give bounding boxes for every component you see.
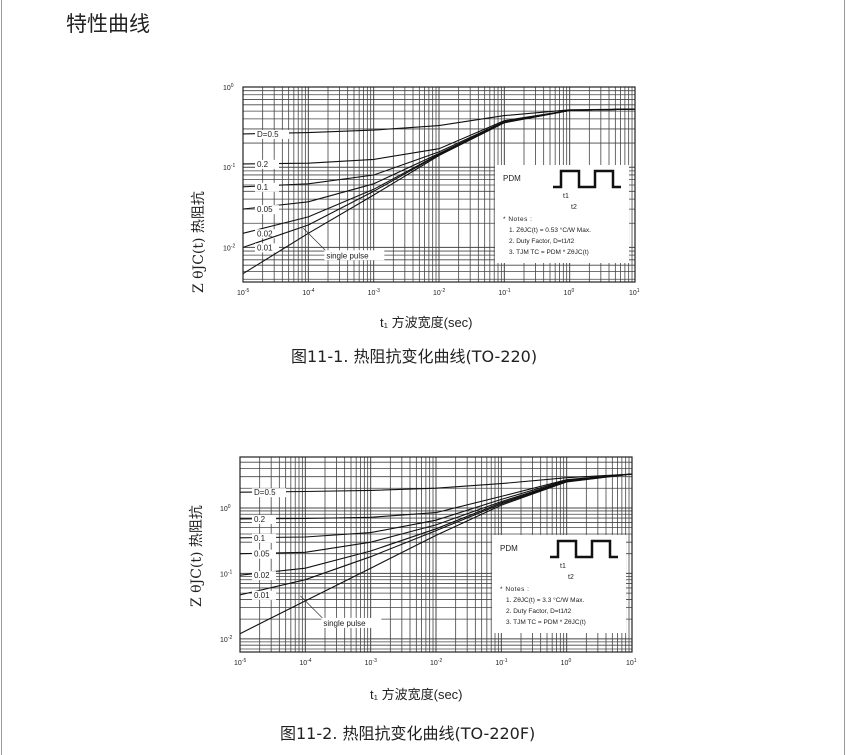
chart-to220: 10-5 10-4 10-3 10-2 10-1 100 101 100 10-1 10-2 PDM…: [180, 75, 660, 345]
x-tick-label: 101: [626, 658, 637, 667]
x-axis-label: t₁ 方波宽度(sec): [370, 687, 463, 702]
page-border-right: [844, 0, 845, 755]
x-tick-label: 100: [564, 288, 575, 297]
pulse-waveform-icon: [550, 539, 618, 559]
series-label-bg: [255, 229, 279, 239]
x-tick-label: 10-5: [237, 288, 249, 297]
x-tick-label: 101: [629, 288, 640, 297]
series-label-bg: [252, 514, 276, 524]
series-label-bg: [252, 571, 276, 581]
t2-label: t2: [568, 574, 574, 581]
series-label: 0.2: [257, 160, 269, 169]
chart-caption: 图11-1. 热阻抗变化曲线(TO-220): [291, 347, 538, 366]
notes-header: * Notes :: [503, 216, 532, 223]
series-label: 0.1: [257, 183, 269, 192]
x-tick-label: 10-4: [302, 288, 314, 297]
x-tick-label: 10-1: [495, 658, 507, 667]
series-label: 0.01: [257, 243, 273, 252]
series-label-bg: [255, 182, 279, 192]
chart-to220f: 10-5 10-4 10-3 10-2 10-1 100 101 100 10-1 10-2 PDM…: [180, 445, 660, 715]
series-line: [239, 473, 633, 539]
y-axis-label: Z θJC(t) 热阻抗: [191, 191, 207, 293]
x-tick-label: 10-3: [365, 658, 377, 667]
series-label: 0.05: [257, 205, 273, 214]
note-line-1: 1. ZθJC(t) = 3.3 °C/W Max.: [506, 596, 584, 604]
note-line-3: 3. TJM TC = PDM * ZθJC(t): [509, 249, 589, 256]
x-tick-label: 10-4: [299, 658, 311, 667]
x-tick-label: 10-3: [368, 288, 380, 297]
series-label: 0.02: [254, 571, 270, 580]
x-tick-label: 10-1: [498, 288, 510, 297]
chart-plot: 10-5 10-4 10-3 10-2 10-1 100 101 100 10-1 10-2 PDM…: [220, 456, 637, 667]
series-label-bg: [255, 159, 279, 169]
note-line-1: 1. ZθJC(t) = 0.53 °C/W Max.: [509, 226, 591, 234]
plot-frame: [242, 86, 636, 283]
notes-header: * Notes :: [500, 586, 529, 593]
page-border-left: [1, 0, 2, 755]
y-tick-label: 10-2: [220, 635, 232, 644]
series-label-bg: [255, 243, 279, 253]
note-line-2: 2. Duty Factor, D=t1/t2: [506, 608, 572, 615]
series-label: 0.05: [254, 550, 270, 559]
series-label-bg: [324, 250, 385, 261]
pdm-label: PDM: [500, 544, 518, 553]
series-label-bg: [252, 590, 276, 600]
chart-plot: 10-5 10-4 10-3 10-2 10-1 100 101 100 10-1 10-2 PDM…: [223, 83, 640, 297]
y-tick-label: 10-1: [223, 163, 235, 172]
series-line: [242, 108, 636, 135]
plot-frame: [239, 456, 633, 653]
x-tick-label: 100: [561, 658, 572, 667]
note-line-3: 3. TJM TC = PDM * ZθJC(t): [506, 619, 586, 626]
series-label-pointer: [303, 228, 329, 254]
y-tick-label: 10-1: [220, 569, 232, 578]
series-label: D=0.5: [257, 130, 279, 139]
x-tick-label: 10-5: [234, 658, 246, 667]
series-label-bg: [321, 617, 382, 628]
series-label: 0.1: [254, 534, 266, 543]
pdm-label: PDM: [503, 174, 521, 183]
x-tick-label: 10-2: [430, 658, 442, 667]
x-axis-label: t₁ 方波宽度(sec): [380, 315, 473, 330]
series-label-bg: [255, 129, 289, 139]
note-line-2: 2. Duty Factor, D=t1/t2: [509, 238, 575, 245]
chart-caption: 图11-2. 热阻抗变化曲线(TO-220F): [280, 724, 536, 743]
series-label-pointer: [300, 595, 326, 622]
t2-label: t2: [571, 204, 577, 211]
series-label-bg: [252, 549, 276, 559]
y-axis-label: Z θJC(t) 热阻抗: [189, 505, 205, 607]
series-line: [239, 473, 633, 493]
series-label-bg: [252, 488, 286, 498]
y-tick-label: 100: [223, 83, 234, 92]
series-label: 0.01: [254, 591, 270, 600]
series-label: single pulse: [326, 251, 369, 260]
y-tick-label: 100: [220, 504, 231, 513]
t1-label: t1: [563, 193, 569, 200]
series-label-bg: [252, 533, 276, 543]
x-tick-label: 10-2: [433, 288, 445, 297]
page-title: 特性曲线: [66, 12, 150, 36]
pulse-waveform-icon: [553, 169, 621, 189]
series-label-bg: [255, 205, 279, 215]
y-tick-label: 10-2: [223, 243, 235, 252]
series-label: 0.2: [254, 515, 266, 524]
series-label: single pulse: [323, 619, 366, 628]
t1-label: t1: [560, 563, 566, 570]
series-label: 0.02: [257, 229, 273, 238]
series-label: D=0.5: [254, 488, 276, 497]
